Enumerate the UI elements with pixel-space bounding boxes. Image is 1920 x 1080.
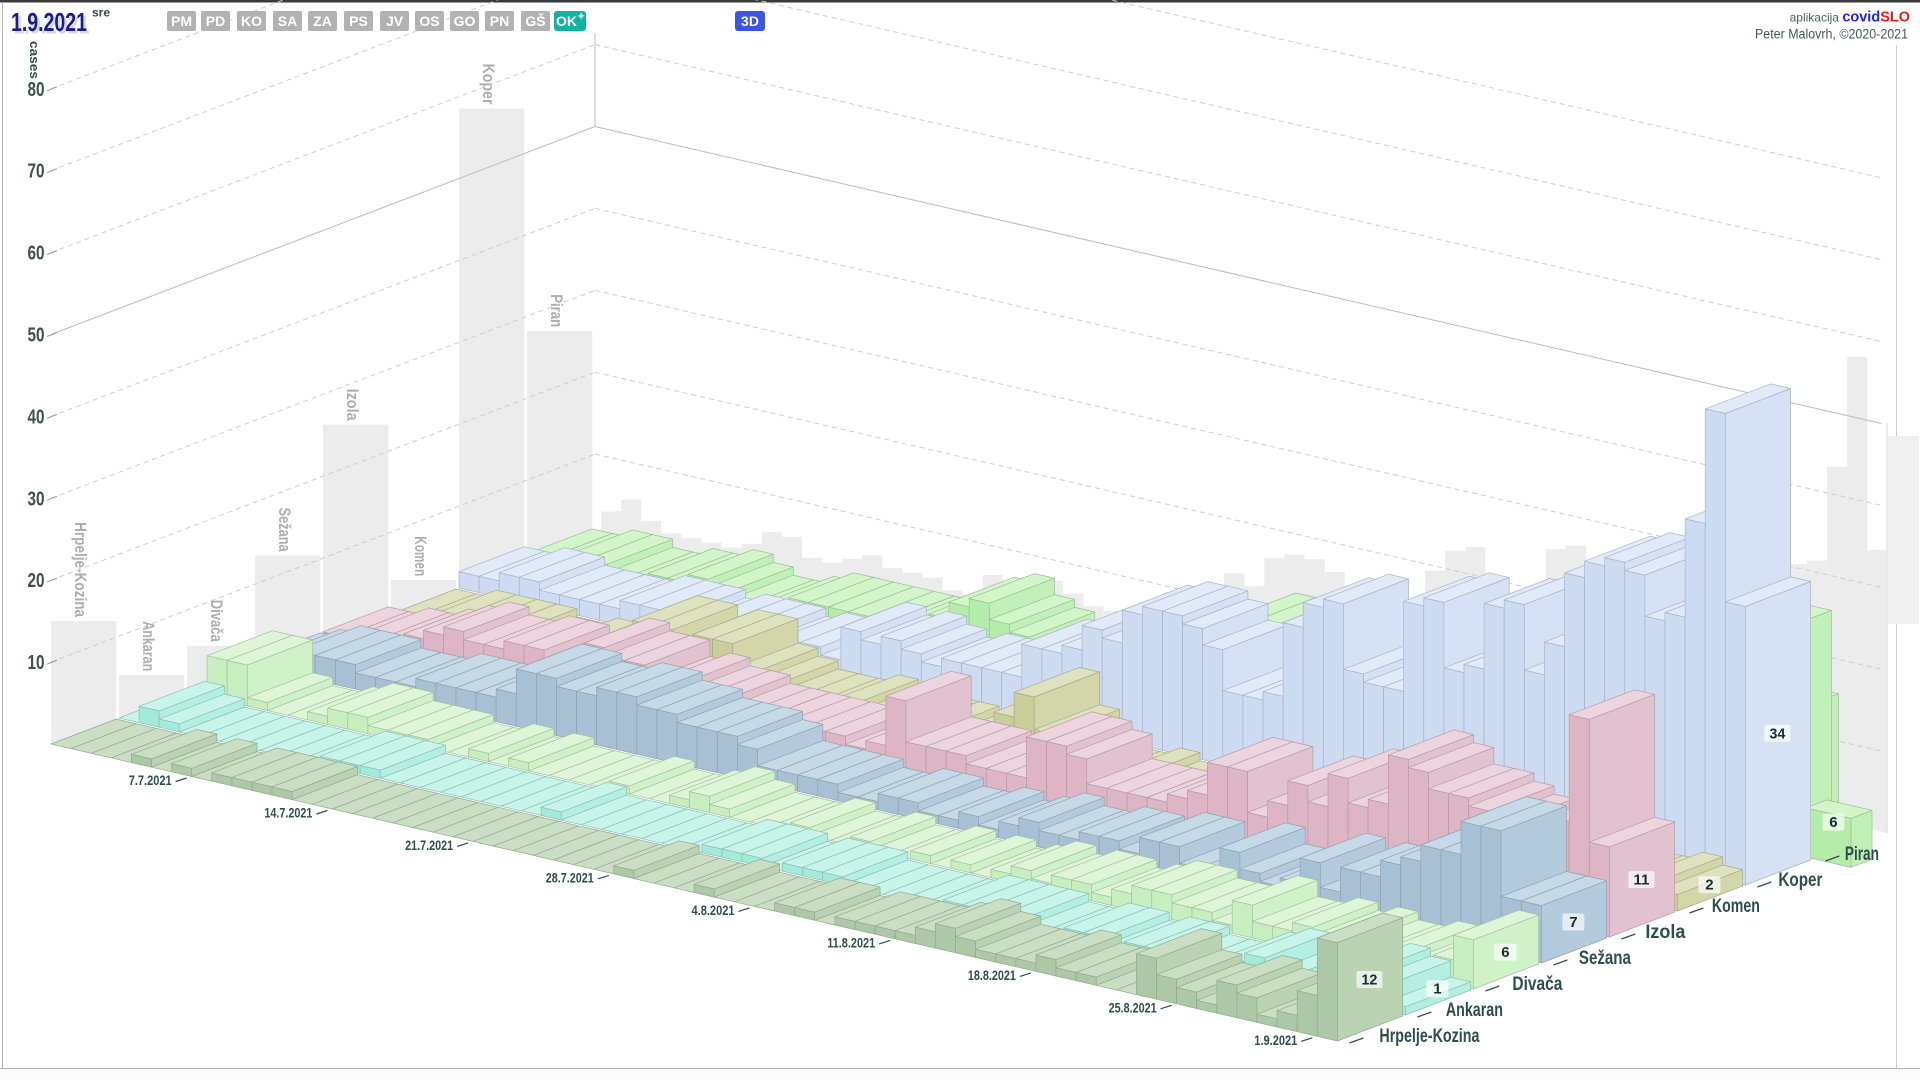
- svg-text:Piran: Piran: [1845, 844, 1879, 865]
- svg-text:aplikacija covidSLO: aplikacija covidSLO: [1790, 10, 1910, 26]
- svg-text:Koper: Koper: [479, 64, 498, 105]
- svg-text:12: 12: [1361, 972, 1377, 989]
- svg-text:11.8.2021: 11.8.2021: [827, 934, 875, 950]
- svg-text:Izola: Izola: [1645, 922, 1685, 943]
- svg-text:4.8.2021: 4.8.2021: [692, 902, 735, 918]
- svg-text:1: 1: [1433, 981, 1441, 998]
- svg-text:50: 50: [28, 325, 45, 347]
- svg-text:ZA: ZA: [313, 13, 332, 29]
- svg-text:JV: JV: [386, 13, 404, 29]
- svg-text:Ankaran: Ankaran: [1446, 1000, 1503, 1021]
- svg-text:60: 60: [28, 243, 45, 265]
- svg-text:Piran: Piran: [547, 294, 566, 327]
- svg-text:OK: OK: [556, 13, 577, 29]
- svg-text:GO: GO: [454, 13, 476, 29]
- svg-text:Hrpelje-Kozina: Hrpelje-Kozina: [1379, 1026, 1479, 1047]
- svg-text:20: 20: [28, 570, 45, 592]
- svg-text:70: 70: [28, 161, 45, 183]
- svg-text:PN: PN: [490, 13, 509, 29]
- svg-text:6: 6: [1501, 944, 1509, 961]
- svg-text:PM: PM: [171, 13, 192, 29]
- svg-text:7.7.2021: 7.7.2021: [129, 772, 172, 788]
- svg-text:1.9.2021: 1.9.2021: [1254, 1032, 1297, 1048]
- svg-text:34: 34: [1769, 725, 1786, 742]
- svg-text:7: 7: [1569, 914, 1577, 931]
- svg-text:Divača: Divača: [1512, 974, 1562, 995]
- svg-text:Peter Malovrh, ©2020-2021: Peter Malovrh, ©2020-2021: [1755, 27, 1908, 42]
- svg-text:OS: OS: [419, 13, 439, 29]
- svg-text:2: 2: [1705, 877, 1713, 894]
- svg-text:30: 30: [28, 488, 45, 510]
- svg-text:Ankaran: Ankaran: [139, 621, 158, 671]
- svg-text:Komen: Komen: [411, 536, 430, 576]
- svg-text:sre: sre: [92, 6, 110, 20]
- svg-text:cases: cases: [27, 41, 42, 79]
- svg-text:Komen: Komen: [1712, 896, 1760, 917]
- svg-text:Izola: Izola: [343, 389, 362, 421]
- svg-text:40: 40: [28, 406, 45, 428]
- svg-text:KO: KO: [241, 13, 262, 29]
- svg-text:Hrpelje-Kozina: Hrpelje-Kozina: [71, 522, 90, 617]
- svg-text:SA: SA: [278, 13, 297, 29]
- svg-text:1.9.2021: 1.9.2021: [14, 10, 90, 40]
- svg-text:✦: ✦: [577, 11, 586, 23]
- svg-text:3D: 3D: [741, 13, 759, 29]
- svg-text:6: 6: [1829, 814, 1837, 831]
- svg-text:GŠ: GŠ: [525, 12, 545, 29]
- svg-text:1.9.2021: 1.9.2021: [11, 7, 87, 37]
- svg-text:Koper: Koper: [1778, 870, 1822, 891]
- svg-text:Sežana: Sežana: [1579, 948, 1631, 969]
- svg-text:10: 10: [28, 652, 45, 674]
- svg-text:Sežana: Sežana: [275, 508, 294, 552]
- svg-text:18.8.2021: 18.8.2021: [968, 967, 1016, 983]
- svg-text:14.7.2021: 14.7.2021: [264, 805, 312, 821]
- svg-text:PS: PS: [349, 13, 368, 29]
- svg-text:21.7.2021: 21.7.2021: [405, 837, 453, 853]
- svg-text:28.7.2021: 28.7.2021: [546, 869, 594, 885]
- svg-text:PD: PD: [206, 13, 225, 29]
- svg-text:80: 80: [28, 79, 45, 101]
- svg-text:11: 11: [1633, 872, 1649, 889]
- svg-text:Divača: Divača: [207, 600, 226, 642]
- svg-text:25.8.2021: 25.8.2021: [1109, 999, 1157, 1015]
